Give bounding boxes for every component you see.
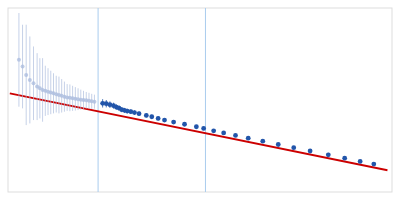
- point: [246, 136, 251, 141]
- point: [156, 116, 161, 121]
- series-line: [10, 93, 388, 170]
- series-scatter: [100, 99, 376, 166]
- point: [233, 133, 238, 138]
- point: [171, 120, 176, 125]
- point: [211, 128, 216, 133]
- point: [221, 131, 226, 136]
- point: [144, 113, 149, 118]
- point: [291, 145, 296, 150]
- point: [21, 65, 25, 69]
- point: [149, 114, 154, 119]
- vertical-line: [98, 8, 99, 192]
- point: [276, 142, 281, 147]
- point: [162, 118, 167, 123]
- point: [342, 156, 347, 161]
- point: [358, 159, 363, 164]
- series-vline: [98, 8, 205, 192]
- plot-area: [10, 8, 388, 192]
- fit-line: [10, 93, 388, 170]
- chart: [0, 0, 400, 200]
- point: [201, 126, 206, 131]
- point: [137, 111, 142, 116]
- point: [92, 100, 96, 104]
- point: [326, 152, 331, 157]
- point: [31, 81, 35, 85]
- point: [182, 122, 187, 127]
- point: [260, 139, 265, 144]
- point: [194, 124, 199, 129]
- point: [17, 58, 21, 62]
- series-scatter: [17, 13, 97, 125]
- point: [24, 73, 28, 77]
- vertical-line: [205, 8, 206, 192]
- point: [308, 149, 313, 154]
- plot-frame: [8, 8, 392, 192]
- point: [28, 78, 32, 82]
- point: [132, 110, 137, 115]
- point: [371, 162, 376, 167]
